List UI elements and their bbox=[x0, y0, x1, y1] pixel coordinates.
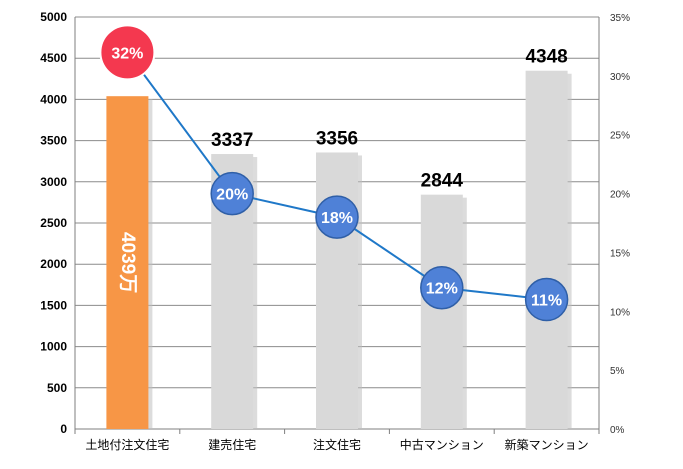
y-left-tick-label: 4500 bbox=[40, 51, 67, 65]
y-left-tick-label: 0 bbox=[60, 422, 67, 436]
line-marker bbox=[99, 24, 156, 81]
bar-value-label: 4348 bbox=[525, 47, 567, 68]
percentage-label: 32% bbox=[111, 45, 143, 62]
y-right-tick-label: 15% bbox=[610, 248, 630, 259]
percentage-label: 12% bbox=[426, 281, 458, 298]
y-right-tick-label: 10% bbox=[610, 307, 630, 318]
y-right-tick-label: 25% bbox=[610, 131, 630, 142]
y-left-tick-label: 1500 bbox=[40, 298, 67, 312]
bar bbox=[106, 96, 149, 429]
line-marker bbox=[210, 171, 254, 216]
y-left-tick-label: 5000 bbox=[40, 10, 67, 24]
line-marker bbox=[420, 265, 464, 310]
bar-value-label: 4039万 bbox=[117, 232, 138, 293]
y-left-tick-label: 2500 bbox=[40, 216, 67, 230]
y-left-tick-label: 500 bbox=[47, 381, 67, 395]
x-tick-label: 新築マンション bbox=[505, 437, 589, 452]
bar-value-label: 3356 bbox=[316, 128, 358, 149]
bar-value-label: 3337 bbox=[211, 130, 253, 151]
bar-value-label: 2844 bbox=[421, 171, 464, 192]
y-left-tick-label: 3000 bbox=[40, 175, 67, 189]
x-tick-label: 建売住宅 bbox=[208, 437, 256, 452]
axes: 0 500 1000 1500 2000 2500 3000 3500 4000 4500 5000… bbox=[40, 10, 630, 452]
percentage-line bbox=[99, 24, 569, 322]
bar bbox=[316, 152, 358, 429]
bars bbox=[106, 70, 572, 430]
percentage-label: 18% bbox=[321, 210, 353, 227]
x-tick-label: 中古マンション bbox=[400, 437, 484, 452]
line-marker bbox=[524, 277, 569, 322]
bar bbox=[420, 194, 463, 429]
bar bbox=[525, 70, 568, 430]
line-marker bbox=[315, 195, 359, 239]
y-left-tick-label: 3500 bbox=[40, 134, 67, 148]
y-right-tick-label: 0% bbox=[610, 425, 625, 436]
y-right-tick-label: 5% bbox=[610, 366, 625, 377]
x-tick-label: 土地付注文住宅 bbox=[85, 437, 169, 452]
y-left-tick-label: 1000 bbox=[40, 340, 67, 354]
y-right-tick-label: 20% bbox=[610, 190, 630, 201]
y-right-tick-label: 35% bbox=[610, 13, 630, 24]
y-left-tick-label: 2000 bbox=[40, 257, 67, 271]
y-right-tick-label: 30% bbox=[610, 72, 630, 83]
percentage-label: 11% bbox=[531, 293, 562, 310]
percentage-label: 20% bbox=[216, 187, 248, 204]
labels: 4039万 3337 3356 2844 4348 32% 20% 18% 12% 11% bbox=[111, 45, 567, 309]
x-tick-label: 注文住宅 bbox=[313, 437, 361, 452]
y-left-tick-label: 4000 bbox=[40, 92, 67, 106]
